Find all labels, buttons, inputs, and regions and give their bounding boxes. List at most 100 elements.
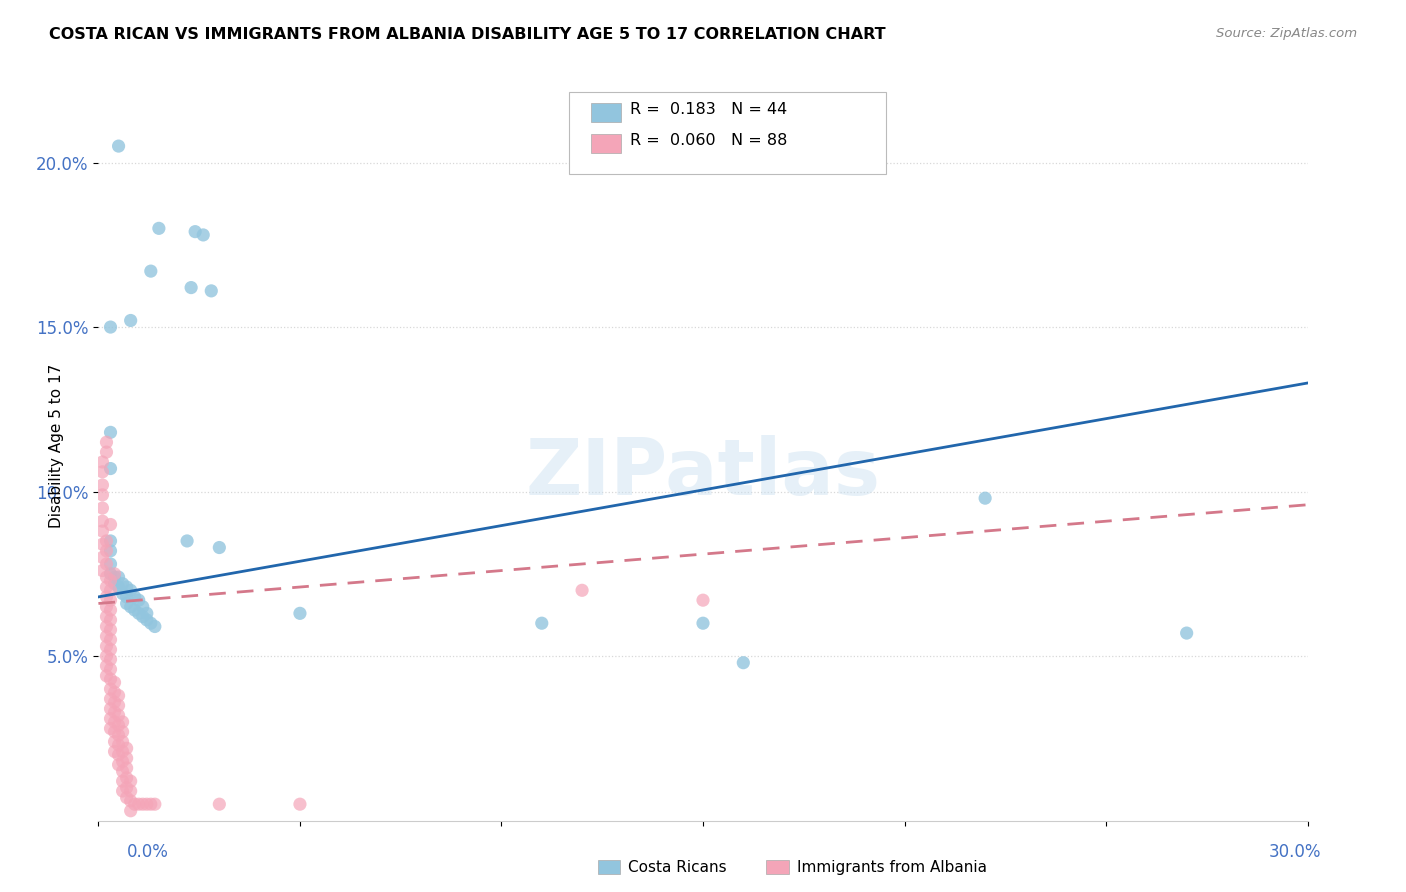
Point [115,771,138,785]
Point [692,616,714,631]
Point [128,607,150,621]
Point [120,583,142,598]
Point [184,225,207,239]
Point [974,491,997,505]
Point [139,797,162,812]
Point [107,728,129,742]
Point [100,533,122,548]
Point [100,681,122,696]
Point [100,583,122,598]
Point [91,501,114,516]
Point [124,590,146,604]
Point [100,593,122,607]
Point [107,139,129,153]
Point [103,695,125,709]
Text: Disability Age 5 to 17: Disability Age 5 to 17 [49,364,63,528]
Point [100,566,122,581]
Point [103,576,125,591]
Point [100,712,122,726]
Point [107,689,129,703]
Point [100,461,122,475]
Text: Immigrants from Albania: Immigrants from Albania [797,860,987,874]
Point [208,541,231,555]
Point [91,564,114,578]
Point [180,280,202,294]
Text: 0.0%: 0.0% [127,843,169,861]
Point [96,435,118,450]
Point [91,465,114,479]
Point [115,780,138,795]
Point [200,284,222,298]
Point [111,764,134,779]
Point [96,533,118,548]
Point [100,623,122,637]
Text: R =  0.183   N = 44: R = 0.183 N = 44 [630,103,787,117]
Point [96,659,118,673]
Point [115,761,138,775]
Point [135,607,157,621]
Point [91,537,114,551]
Point [96,557,118,571]
Point [733,656,755,670]
Point [96,445,118,459]
Point [124,797,146,812]
Point [143,797,166,812]
Point [100,692,122,706]
Point [143,619,166,633]
Point [96,629,118,643]
Point [120,313,142,327]
Point [91,455,114,469]
Point [103,675,125,690]
Point [208,797,231,812]
Point [100,702,122,716]
Text: Costa Ricans: Costa Ricans [628,860,727,874]
Point [571,583,593,598]
Point [111,734,134,748]
Point [132,599,155,614]
Point [91,550,114,565]
Text: ZIPatlas: ZIPatlas [526,434,880,511]
Point [96,639,118,653]
Text: 30.0%: 30.0% [1270,843,1322,861]
Point [128,593,150,607]
Point [139,616,162,631]
Point [132,797,155,812]
Point [96,544,118,558]
Point [96,580,118,594]
Text: R =  0.060   N = 88: R = 0.060 N = 88 [630,134,787,148]
Point [111,755,134,769]
Point [100,642,122,657]
Point [96,570,118,584]
Point [120,599,142,614]
Point [120,784,142,798]
Point [100,632,122,647]
Point [103,724,125,739]
Point [115,590,138,604]
Text: Source: ZipAtlas.com: Source: ZipAtlas.com [1216,27,1357,40]
Point [103,566,125,581]
Point [115,597,138,611]
Point [91,524,114,538]
Point [96,599,118,614]
Point [132,609,155,624]
Point [111,784,134,798]
Point [100,574,122,588]
Point [288,607,311,621]
Point [100,672,122,686]
Point [103,705,125,719]
Point [288,797,311,812]
Point [107,747,129,762]
Point [100,603,122,617]
Point [128,797,150,812]
Point [107,708,129,723]
Point [120,774,142,789]
Point [692,593,714,607]
Point [111,774,134,789]
Point [96,590,118,604]
Point [107,698,129,713]
Point [96,669,118,683]
Point [100,544,122,558]
Point [103,714,125,729]
Text: COSTA RICAN VS IMMIGRANTS FROM ALBANIA DISABILITY AGE 5 TO 17 CORRELATION CHART: COSTA RICAN VS IMMIGRANTS FROM ALBANIA D… [49,27,886,42]
Point [111,586,134,600]
